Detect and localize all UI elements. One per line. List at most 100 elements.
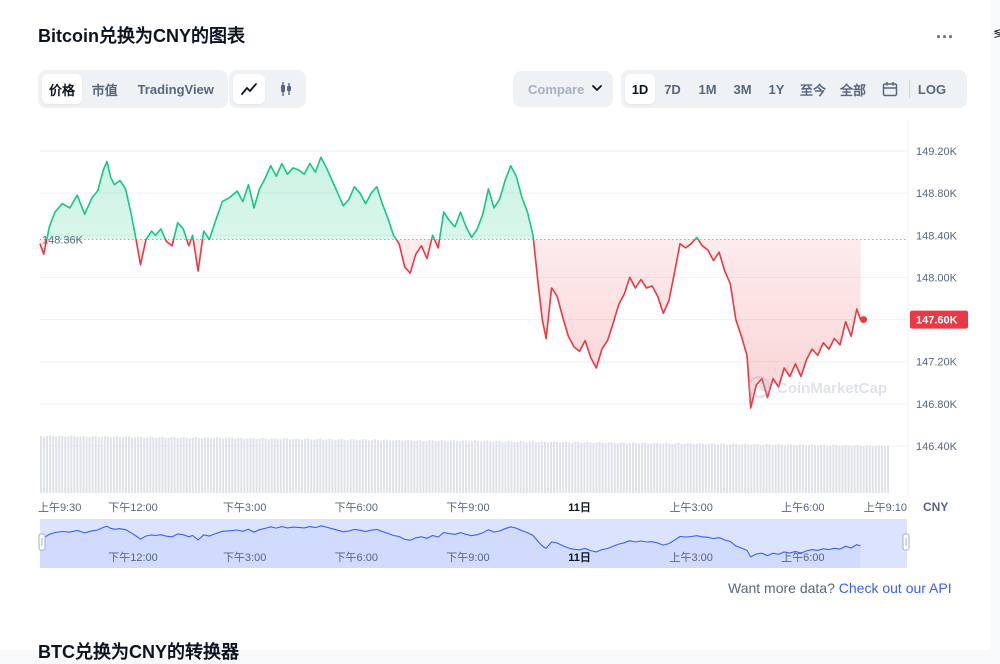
volume-bar	[619, 442, 622, 493]
range-all[interactable]: 全部	[840, 82, 867, 98]
range-1d[interactable]: 1D	[625, 74, 655, 104]
volume-bar	[468, 441, 471, 493]
tab-market-cap[interactable]: 市值	[91, 82, 118, 98]
volume-bar	[592, 443, 595, 493]
x-tick-label: 11日	[568, 501, 591, 514]
more-options-button[interactable]: ...	[936, 22, 955, 42]
x-tick-label: 下午3:00	[223, 501, 266, 514]
volume-bar	[446, 441, 449, 493]
x-tick-label: 上午6:00	[781, 501, 824, 514]
volume-bar	[865, 445, 868, 493]
volume-bar	[774, 444, 777, 493]
volume-bar	[817, 445, 820, 493]
volume-bar	[628, 442, 631, 493]
volume-bar	[58, 435, 61, 493]
volume-bar	[413, 440, 416, 493]
volume-bar	[871, 446, 874, 493]
volume-bar	[701, 443, 704, 493]
volume-bar	[859, 445, 862, 493]
watermark-text: CoinMarketCap	[777, 380, 887, 397]
volume-bar	[613, 443, 616, 493]
volume-bar	[625, 443, 628, 493]
volume-bar	[55, 436, 58, 493]
volume-bar	[389, 440, 392, 493]
volume-bar	[70, 435, 73, 493]
range-3m[interactable]: 3M	[733, 81, 752, 97]
navigator-handle-right[interactable]	[902, 533, 910, 551]
volume-bar	[474, 440, 477, 493]
coinmarketcap-watermark: CoinMarketCap	[747, 375, 887, 399]
volume-bar	[322, 439, 325, 493]
volume-bar	[461, 440, 464, 493]
api-prompt-text: Want more data?	[728, 580, 835, 596]
volume-bar	[841, 445, 844, 493]
volume-bar	[52, 436, 55, 493]
volume-bar	[726, 444, 729, 493]
y-tick-label: 147.20K	[916, 357, 958, 369]
volume-bar	[64, 436, 67, 493]
range-ytd[interactable]: 至今	[800, 82, 827, 98]
volume-bar	[777, 444, 780, 493]
volume-bar	[595, 442, 598, 493]
volume-bar	[692, 444, 695, 493]
tab-tradingview[interactable]: TradingView	[137, 81, 214, 97]
chart-card: Bitcoin兑换为CNY的图表 ... ≶ 价格 市值 TradingView…	[0, 22, 1000, 662]
volume-bar	[750, 444, 753, 493]
volume-bar	[847, 445, 850, 493]
line-chart-icon[interactable]	[233, 74, 265, 104]
volume-bar	[109, 437, 112, 493]
volume-bar	[504, 441, 507, 493]
navigator-tick-label: 下午12:00	[108, 551, 158, 564]
volume-bar	[850, 446, 853, 493]
calendar-icon[interactable]	[873, 74, 907, 104]
volume-bar	[203, 437, 206, 493]
volume-bar	[489, 441, 492, 493]
volume-bar	[264, 438, 267, 493]
volume-bar	[358, 440, 361, 493]
range-7d[interactable]: 7D	[664, 81, 681, 97]
volume-bar	[434, 441, 437, 493]
volume-bar	[650, 443, 653, 493]
log-toggle[interactable]: LOG	[917, 81, 947, 97]
volume-bar	[310, 439, 313, 493]
volume-bar	[164, 437, 167, 493]
y-tick-label: 146.80K	[916, 399, 958, 411]
volume-bar	[373, 439, 376, 493]
volume-bar	[210, 438, 212, 493]
volume-bar	[513, 442, 516, 493]
volume-bar	[607, 442, 610, 493]
volume-bar	[762, 444, 765, 493]
x-tick-label: 上午3:00	[669, 501, 712, 514]
volume-bar	[707, 443, 710, 493]
range-1m[interactable]: 1M	[698, 81, 717, 97]
volume-bar	[862, 446, 865, 493]
volume-bar	[112, 436, 115, 493]
volume-bar	[213, 438, 216, 493]
volume-bar	[340, 438, 343, 493]
volume-bar	[486, 440, 489, 493]
volume-bar	[243, 438, 246, 493]
y-tick-label: 148.40K	[916, 230, 958, 242]
volume-bar	[656, 442, 659, 493]
compare-dropdown[interactable]: Compare with	[513, 71, 613, 107]
api-link[interactable]: Check out our API	[838, 580, 952, 596]
volume-bar	[753, 444, 756, 493]
volume-bar	[747, 444, 750, 493]
volume-bar	[723, 443, 726, 493]
volume-bar	[786, 444, 789, 493]
volume-bar	[886, 446, 889, 493]
volume-bar	[716, 444, 719, 493]
volume-bar	[225, 438, 228, 493]
candlestick-icon[interactable]	[269, 74, 302, 104]
navigator-handle-left[interactable]	[38, 533, 46, 551]
volume-bar	[838, 445, 841, 493]
tab-price[interactable]: 价格	[42, 74, 82, 104]
volume-bar	[440, 440, 443, 493]
volume-bar	[200, 438, 203, 493]
volume-bar	[404, 440, 407, 493]
volume-bar	[407, 439, 410, 493]
volume-bar	[853, 445, 856, 493]
range-1y[interactable]: 1Y	[768, 81, 785, 97]
price-chart[interactable]: 146.40K 146.80K 147.20K 147.60K 148.00K 148.4…	[0, 110, 990, 575]
volume-bar	[537, 442, 540, 493]
